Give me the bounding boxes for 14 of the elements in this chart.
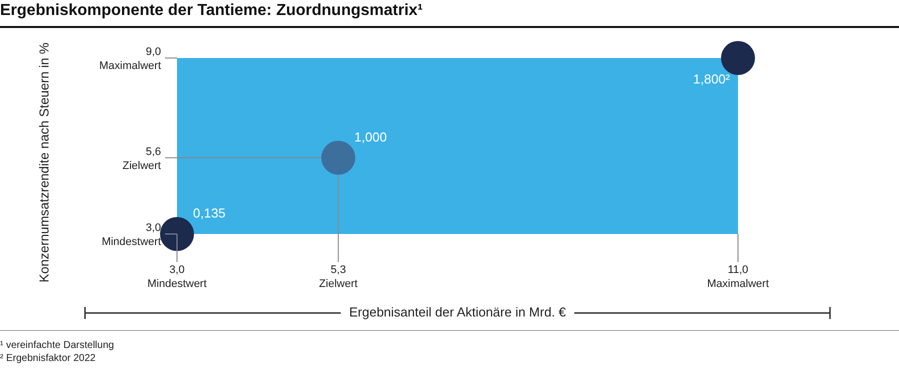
text: ² Ergebnisfaktor 2022 — [0, 352, 97, 365]
annotation: 1,000 — [354, 129, 387, 144]
y-tick-label: 9,0 Maximalwert — [99, 46, 161, 72]
y-tick-label: 3,0 Mindestwert — [102, 222, 161, 248]
annotation: 0,135 — [193, 206, 226, 221]
chart-title: Ergebniskomponente der Tantieme: Zuordnungsmatrix¹ — [0, 2, 423, 21]
x-tick-label: 11,0 Maximalwert — [707, 264, 769, 290]
text: ¹ vereinfachte Darstellung — [0, 339, 115, 352]
x-tick-label: 5,3 Zielwert — [319, 264, 358, 290]
x-axis-title: Ergebnisanteil der Aktionäre in Mrd. € — [349, 304, 567, 320]
x-tick-label: 3,0 Mindestwert — [147, 264, 207, 290]
y-axis-title: Konzernumsatzrendite nach Steuern in % — [36, 42, 52, 282]
y-tick-label: 5,6 Zielwert — [122, 146, 161, 172]
annotation: 1,800² — [693, 72, 731, 87]
